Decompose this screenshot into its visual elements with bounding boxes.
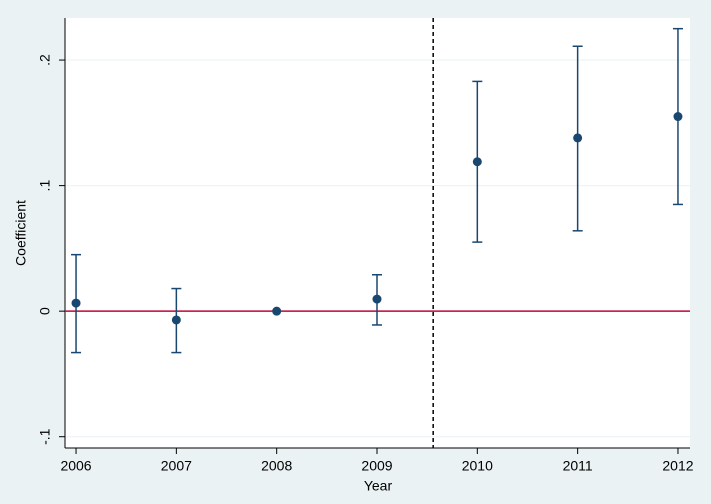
point [272, 306, 282, 316]
point [171, 315, 181, 325]
x-tick-label: 2008 [261, 458, 292, 474]
y-tick-label: .1 [37, 180, 53, 192]
y-tick-label: .2 [37, 54, 53, 66]
y-axis-label: Coefficient [13, 200, 29, 266]
x-tick-label: 2012 [662, 458, 693, 474]
point [673, 112, 683, 122]
point [372, 294, 382, 304]
x-tick-label: 2009 [361, 458, 392, 474]
y-tick-label: -.1 [37, 428, 53, 445]
point [573, 133, 583, 143]
point [472, 157, 482, 167]
point [71, 298, 81, 308]
x-tick-label: 2006 [60, 458, 91, 474]
plot-area [65, 18, 690, 448]
x-tick-label: 2007 [161, 458, 192, 474]
x-axis-label: Year [364, 478, 393, 494]
x-tick-label: 2011 [563, 458, 593, 474]
x-tick-label: 2010 [462, 458, 493, 474]
y-tick-label: 0 [37, 307, 53, 315]
